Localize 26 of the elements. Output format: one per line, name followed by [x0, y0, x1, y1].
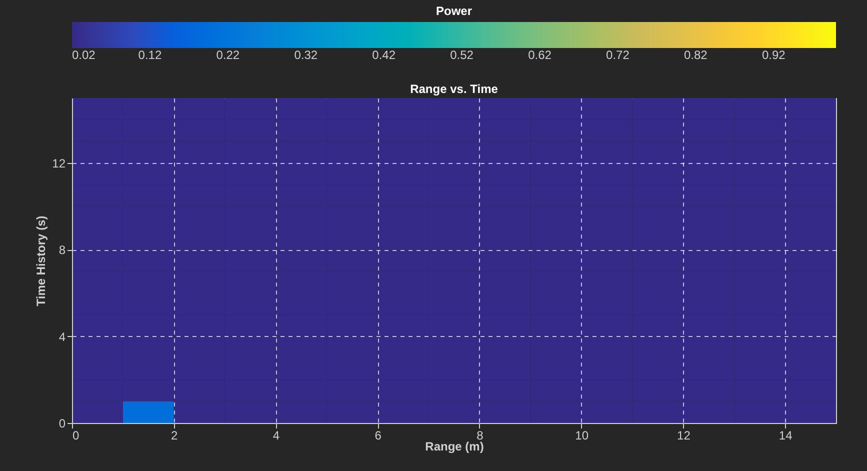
chart-title: Range vs. Time	[410, 82, 498, 96]
color-bar-label: 0.62	[528, 48, 552, 62]
color-bar-label: 0.92	[762, 48, 786, 62]
y-tick-label: 8	[58, 243, 66, 258]
color-bar-title: Power	[436, 4, 472, 18]
color-bar-label: 0.52	[450, 48, 474, 62]
y-tick-label: 12	[52, 156, 66, 170]
y-axis-title: Time History (s)	[34, 216, 48, 306]
color-bar-label: 0.12	[138, 48, 162, 62]
x-tick-label: 2	[171, 428, 178, 442]
x-tick-label: 12	[677, 428, 691, 442]
color-bar-label: 0.42	[372, 48, 396, 62]
x-tick-label: 4	[272, 428, 280, 442]
color-bar-label: 0.72	[606, 48, 630, 62]
x-tick-label: 0	[72, 428, 80, 442]
x-tick-label: 14	[778, 428, 793, 442]
color-bar-label: 0.32	[294, 48, 318, 62]
color-bar-label: 0.22	[216, 48, 240, 62]
x-axis-title: Range (m)	[425, 440, 484, 454]
y-tick-label: 4	[58, 330, 66, 344]
x-tick-label: 6	[374, 428, 382, 442]
x-tick-label: 8	[476, 428, 484, 442]
x-tick-label: 10	[575, 428, 589, 442]
color-bar-label: 0.82	[684, 48, 708, 62]
y-tick-label: 0	[58, 416, 66, 430]
color-bar-label: 0.02	[72, 48, 96, 62]
